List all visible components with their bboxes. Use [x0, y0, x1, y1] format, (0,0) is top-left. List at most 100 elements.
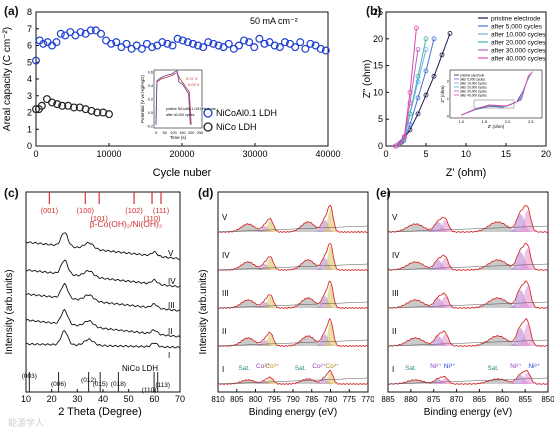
- data-point-b-0: [423, 92, 429, 98]
- legend-label-b: pristine electrode: [491, 16, 541, 23]
- xps-curve-label: III: [222, 289, 229, 298]
- data-point-nicoal: [137, 44, 146, 53]
- legend-label-b: after 20,000 cycles: [491, 40, 546, 47]
- xps-component-d: [224, 380, 272, 384]
- xps-component-e: [516, 286, 539, 308]
- xps-component-e: [506, 328, 535, 346]
- xps-curve-label: V: [222, 213, 228, 222]
- data-point-b-0: [415, 111, 421, 117]
- y-tick-label-a: 3: [27, 91, 32, 101]
- x-tick-label-d: 790: [286, 395, 300, 404]
- xps-component-e: [433, 334, 457, 346]
- data-point-nicoal: [56, 29, 65, 38]
- xps-component-d: [253, 264, 277, 270]
- plot-frame-e: [387, 191, 549, 393]
- inset-x-tick-label-b: 2.5: [528, 119, 534, 124]
- xps-component-d: [313, 296, 337, 308]
- xps-component-d: [284, 379, 332, 384]
- xps-component-e: [386, 380, 444, 384]
- data-point-nicoal: [209, 39, 218, 48]
- panel-label-d: (d): [198, 186, 214, 200]
- inset-x-tick-label-a: 100: [170, 131, 176, 135]
- ref-peak-label-top: (101): [90, 214, 108, 223]
- xps-envelope-e: [387, 205, 549, 234]
- x-axis-label-a: Cycle nuber: [153, 167, 212, 179]
- data-point-nico: [53, 100, 62, 109]
- x-tick-label-b: 5: [423, 149, 428, 159]
- xps-envelope-d: [218, 318, 369, 348]
- data-point-nico: [37, 101, 46, 110]
- data-point-nicoal: [107, 39, 116, 48]
- x-tick-label-d: 805: [230, 395, 244, 404]
- xps-envelope-e: [387, 280, 549, 310]
- x-tick-label-e: 870: [450, 395, 464, 404]
- xps-component-e: [465, 336, 530, 346]
- xps-curve-label: II: [222, 327, 226, 336]
- ref-peak-label-bottom: (113): [155, 382, 170, 389]
- xrd-curve-label: II: [168, 327, 172, 336]
- ref-peak-label-bottom: (006): [51, 381, 66, 388]
- data-point-nico: [69, 103, 78, 112]
- inset-gcd: 0 50 100 150 200 250 -0.2 0.0 0.2 0.4 0.6 Time (s) P…: [140, 69, 216, 140]
- inset-legend-label-b: after 5,000 cycles: [460, 77, 485, 81]
- x-tick-label-d: 770: [361, 395, 374, 404]
- xps-component-e: [424, 379, 452, 384]
- xps-component-d: [224, 224, 272, 232]
- xrd-curve-III: [25, 282, 180, 312]
- data-point-nicoal: [316, 44, 325, 53]
- ref-peak-label-bottom: (003): [22, 373, 37, 380]
- xrd-curve-IV: [25, 259, 181, 288]
- data-point-nico: [48, 98, 57, 107]
- data-point-b-3: [423, 36, 429, 42]
- xps-component-e: [433, 296, 457, 308]
- y-tick-label-b: 20: [373, 34, 383, 44]
- inset-legend-label-a: after 40,000 cycles: [166, 113, 195, 117]
- xps-component-d: [260, 296, 281, 308]
- y-tick-label-b: 5: [378, 114, 383, 124]
- xps-baseline-d: [217, 225, 369, 233]
- xps-component-e: [516, 373, 539, 384]
- data-point-b-1: [423, 68, 429, 74]
- xps-component-e: [516, 210, 539, 232]
- xps-curve-label: IV: [392, 251, 400, 260]
- x-tick-label-b: 10: [461, 149, 471, 159]
- xps-component-d: [284, 222, 332, 232]
- legend-label-nico: NiCo LDH: [216, 122, 257, 132]
- xps-component-d: [313, 334, 337, 346]
- data-point-b-5: [414, 25, 419, 31]
- data-point-nicoal: [158, 38, 167, 47]
- xps-component-e: [433, 220, 457, 232]
- data-point-nicoal: [173, 34, 182, 43]
- data-point-nicoal: [214, 41, 223, 50]
- data-point-nicoal: [178, 36, 187, 45]
- y-axis-label-d: Intensity (arb.units): [198, 269, 209, 354]
- inset-y-axis-label-a: Potential (V vs Hg/HgO): [140, 74, 145, 123]
- data-point-nicoal: [260, 39, 269, 48]
- inset-legend-label-b: after 10,000 cycles: [460, 81, 487, 85]
- xps-peak-label-e: Sat.: [405, 365, 417, 372]
- ref-peak-label-top: (001): [41, 206, 59, 215]
- y-axis-label-b: Z" (ohm): [362, 60, 373, 99]
- data-point-b-5: [407, 90, 413, 95]
- xps-component-e: [506, 290, 535, 308]
- xrd-curve-label: III: [168, 301, 175, 310]
- data-point-nicoal: [76, 28, 85, 37]
- x-tick-label-b: 15: [501, 149, 511, 159]
- xps-envelope-d: [217, 280, 369, 310]
- y-tick-label-a: 6: [27, 41, 32, 51]
- inset-y-tick-label-a: 0.0: [148, 111, 153, 115]
- inset-y-axis-label-b: Z" (ohm): [440, 85, 445, 103]
- inset-y-tick-label-b: 0: [447, 114, 450, 119]
- legend-label-nicoal: NiCoAl0.1 LDH: [216, 108, 277, 118]
- xps-component-e: [506, 214, 535, 232]
- inset-x-tick-label-b: 1.5: [482, 119, 488, 124]
- legend-label-b: after 40,000 cycles: [491, 56, 546, 63]
- xps-component-e: [386, 300, 444, 308]
- data-point-nicoal: [148, 43, 157, 52]
- xps-baseline-e: [387, 225, 549, 233]
- ref-peak-label-top: (110): [144, 214, 161, 223]
- y-tick-label-b: 25: [373, 7, 383, 17]
- data-point-nicoal: [204, 38, 213, 47]
- data-point-nicoal: [31, 56, 40, 65]
